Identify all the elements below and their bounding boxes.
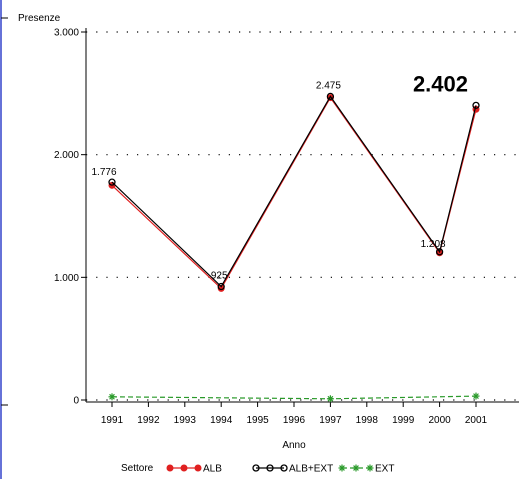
x-tick-label-1997: 1997 [319,415,342,426]
legend-label-ext: EXT [375,464,394,475]
data-label-1997: 2.475 [316,80,341,91]
legend-marker-alb-2 [194,464,202,472]
x-tick-label-2000: 2000 [428,415,451,426]
series-line-alb [111,96,477,290]
point-ext-1991 [108,393,116,401]
data-label-2000: 1.208 [421,239,446,250]
y-tick-label-0: 0 [73,396,79,407]
point-ext-1997 [326,395,334,403]
x-tick-label-1998: 1998 [356,415,379,426]
point-alb-ext-1997 [326,92,335,101]
point-alb-ext-1994 [217,282,225,291]
x-tick-label-1992: 1992 [137,415,160,426]
legend-marker-alb-ext-2 [280,464,288,472]
series-line-ext [111,395,477,400]
point-alb-ext-2000 [435,248,444,256]
data-labels: 1.776 925 2.475 1.208 2.402 [91,71,468,281]
data-label-1991: 1.776 [91,167,116,178]
y-axis-title: Presenze [18,13,61,24]
data-label-1994: 925 [211,271,228,282]
legend-marker-ext-2 [366,464,374,472]
point-alb-ext-1991 [108,178,116,186]
x-tick-label-1995: 1995 [246,415,269,426]
legend-marker-ext-0 [338,464,346,472]
x-tick-label-1999: 1999 [392,415,415,426]
legend-label-alb-ext: ALB+EXT [289,464,333,475]
series-line-alb-ext [111,95,477,288]
legend: Settore ALB ALB+EXT EXT [121,463,394,475]
legend-label-alb: ALB [203,464,222,475]
legend-marker-alb-0 [166,464,174,472]
x-tick-label-1994: 1994 [210,415,233,426]
point-ext-2001 [472,392,480,400]
highlight-label-2001: 2.402 [413,71,468,96]
point-alb-ext-2001 [472,101,480,110]
legend-marker-alb-1 [180,464,188,472]
legend-marker-alb-ext-1 [266,464,274,472]
grid-lines [86,31,516,401]
axes: 0 1.000 2.000 3.000 1991 1992 1993 1994 1995 1996… [54,28,519,426]
y-tick-label-3: 3.000 [54,28,79,39]
series-layer [108,92,480,403]
x-tick-label-1991: 1991 [101,415,124,426]
legend-marker-alb-ext-0 [252,464,260,472]
x-tick-label-1993: 1993 [174,415,197,426]
legend-title: Settore [121,463,154,474]
y-tick-label-1: 1.000 [54,273,79,284]
x-axis-title: Anno [282,440,306,451]
x-tick-label-1996: 1996 [283,415,306,426]
x-tick-label-2001: 2001 [465,415,488,426]
y-tick-label-2: 2.000 [54,150,79,161]
legend-marker-ext-1 [352,464,360,472]
